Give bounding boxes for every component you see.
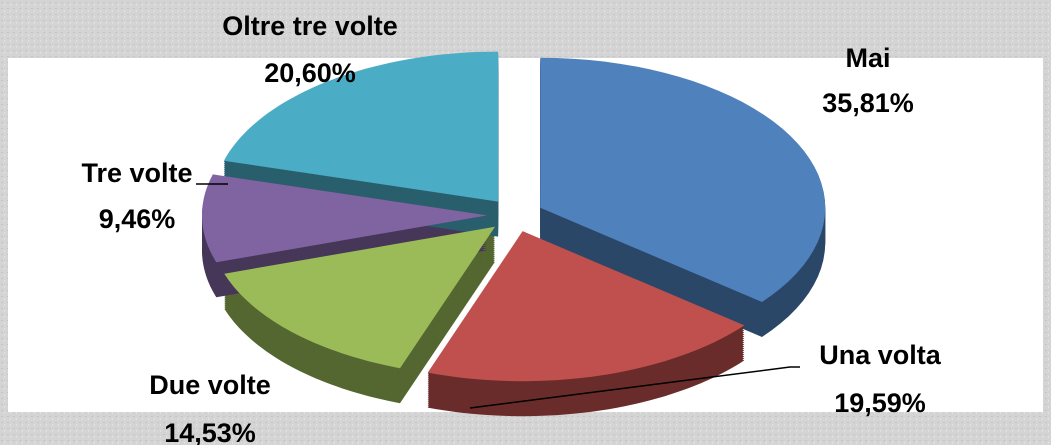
category-label: Due volte — [149, 370, 271, 400]
value-label: 9,46% — [99, 204, 176, 234]
category-label: Oltre tre volte — [222, 11, 398, 41]
category-label: Mai — [845, 43, 890, 73]
value-label: 14,53% — [164, 418, 256, 445]
value-label: 35,81% — [822, 88, 914, 118]
slice — [223, 51, 499, 202]
leader-line — [469, 366, 800, 409]
value-label: 20,60% — [264, 58, 356, 88]
slice — [224, 226, 495, 369]
category-label: Una volta — [819, 340, 942, 370]
labels: Mai 35,81% Una volta 19,59% Due volte 14,53% T… — [81, 11, 941, 445]
slice — [427, 231, 745, 382]
pie — [202, 51, 826, 417]
slice — [540, 57, 826, 302]
value-label: 19,59% — [834, 388, 926, 418]
category-label: Tre volte — [81, 158, 192, 188]
slice — [202, 174, 488, 263]
